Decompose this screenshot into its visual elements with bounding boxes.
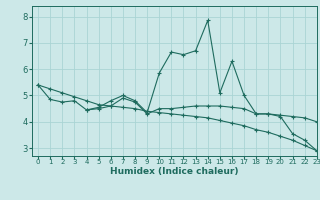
X-axis label: Humidex (Indice chaleur): Humidex (Indice chaleur) [110,167,239,176]
